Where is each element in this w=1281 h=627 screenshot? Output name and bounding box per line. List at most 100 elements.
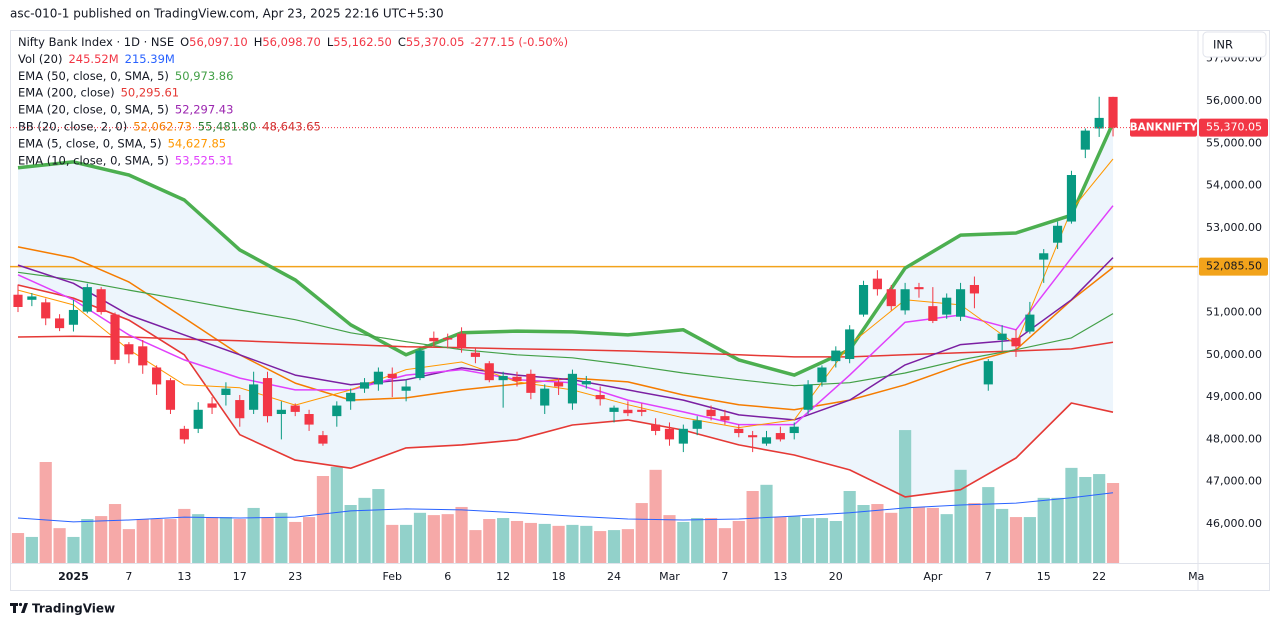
legend-row: EMA (20, close, 0, SMA, 5) 52,297.43 [18, 102, 233, 116]
legend-name: EMA (20, close, 0, SMA, 5) [18, 102, 169, 116]
candle-body [110, 314, 120, 360]
candle-body [41, 302, 51, 319]
x-tick-label: Feb [383, 570, 402, 583]
volume-bar [801, 518, 815, 563]
candle-body [262, 378, 273, 417]
volume-bar [455, 506, 468, 563]
legend-row: EMA (10, close, 0, SMA, 5) 53,525.31 [18, 153, 233, 167]
legend-prefix: O [180, 35, 189, 49]
candle-body [152, 367, 162, 385]
legend-name: EMA (200, close) [18, 85, 115, 99]
y-tick-label: 48,000.00 [1206, 432, 1262, 445]
x-tick-label: 23 [288, 570, 302, 583]
x-tick-label: 22 [1092, 570, 1106, 583]
volume-bar [1023, 517, 1036, 563]
logo-part [13, 603, 16, 613]
symbol-label-box [1130, 118, 1197, 137]
legend-row: EMA (5, close, 0, SMA, 5) 54,627.85 [18, 136, 226, 150]
candle-body [734, 428, 744, 434]
volume-bar [982, 487, 995, 563]
candle-body [443, 337, 453, 340]
volume-bar [718, 528, 732, 563]
x-tick-label: 12 [496, 570, 510, 583]
candle-body [359, 382, 370, 389]
candle-body [678, 428, 688, 444]
brand-name: TradingView [32, 602, 115, 616]
volume-bar [677, 521, 690, 563]
legend-value: 54,627.85 [168, 136, 227, 150]
candle-body [789, 426, 799, 434]
legend-value: -277.15 (-0.50%) [470, 35, 568, 49]
volume-bar [483, 519, 496, 563]
legend-name: Vol (20) [18, 51, 62, 65]
volume-bar [1051, 497, 1064, 563]
candle-body [1108, 96, 1118, 128]
volume-bar [344, 505, 357, 563]
candle-body [1025, 314, 1035, 332]
candle-body [221, 388, 231, 395]
volume-bar [1106, 483, 1120, 563]
volume-bar [372, 489, 385, 563]
x-tick-label: 7 [721, 570, 728, 583]
logo-part [18, 602, 23, 607]
candle-body [595, 394, 605, 400]
candle-body [554, 382, 564, 387]
y-tick-label: 55,000.00 [1206, 136, 1262, 149]
legend-row: Vol (20) 245.52M 215.39M [18, 51, 175, 65]
volume-bar [1009, 517, 1023, 563]
candle-body [748, 435, 758, 438]
brand-logo [10, 602, 28, 613]
volume-bar [164, 519, 177, 563]
volume-bar [316, 476, 330, 563]
volume-bar [81, 519, 94, 563]
volume-bar [261, 517, 274, 563]
candle-body [720, 416, 730, 421]
x-tick-label: 6 [444, 570, 451, 583]
candle-body [581, 381, 591, 385]
candle-body [1011, 337, 1021, 347]
candle-body [290, 405, 300, 412]
currency-label: INR [1213, 38, 1233, 52]
candle-body [623, 409, 633, 414]
legend-value: 245.52M [68, 51, 118, 65]
candle-body [900, 289, 910, 311]
volume-bar [760, 484, 773, 563]
candle-body [68, 309, 79, 325]
legend-value: 56,097.10 [189, 35, 248, 49]
candle-body [179, 428, 189, 440]
volume-bar [926, 507, 939, 563]
candle-body [235, 400, 245, 419]
candle-body [983, 361, 993, 385]
y-tick-label: 47,000.00 [1206, 475, 1262, 488]
legend-value: 53,525.31 [175, 153, 234, 167]
candle-body [540, 388, 550, 406]
candle-body [803, 384, 813, 410]
volume-bar [330, 466, 343, 563]
candle-body [512, 376, 522, 382]
published-note: asc-010-1 published on TradingView.com, … [10, 7, 444, 21]
candle-body [124, 344, 134, 355]
candle-body [692, 420, 702, 429]
legend-row: BB (20, close, 2, 0) 52,062.73 55,481.80 48… [18, 119, 321, 133]
volume-bar [524, 522, 537, 563]
currency-button[interactable] [1202, 31, 1267, 58]
x-tick-label: Mar [659, 570, 680, 583]
volume-bar [1037, 497, 1050, 563]
x-tick-label: 13 [773, 570, 787, 583]
volume-bar [552, 525, 565, 563]
indicator-line [17, 335, 1114, 358]
volume-bar [621, 529, 634, 563]
volume-ma-line [17, 492, 1114, 523]
legend-name: Nifty Bank Index · 1D · NSE [18, 35, 174, 49]
legend-value: 55,481.80 [198, 119, 257, 133]
volume-bar [386, 524, 399, 563]
volume-bar [95, 516, 108, 563]
legend-value: 55,162.50 [333, 35, 392, 49]
x-tick-label: 18 [552, 570, 566, 583]
candle-body [886, 289, 896, 307]
candle-body [13, 294, 23, 307]
volume-bar [469, 530, 482, 563]
legend: Nifty Bank Index · 1D · NSE O56,097.10 H56… [18, 35, 568, 167]
candle-body [138, 346, 148, 366]
candle-body [484, 363, 494, 381]
